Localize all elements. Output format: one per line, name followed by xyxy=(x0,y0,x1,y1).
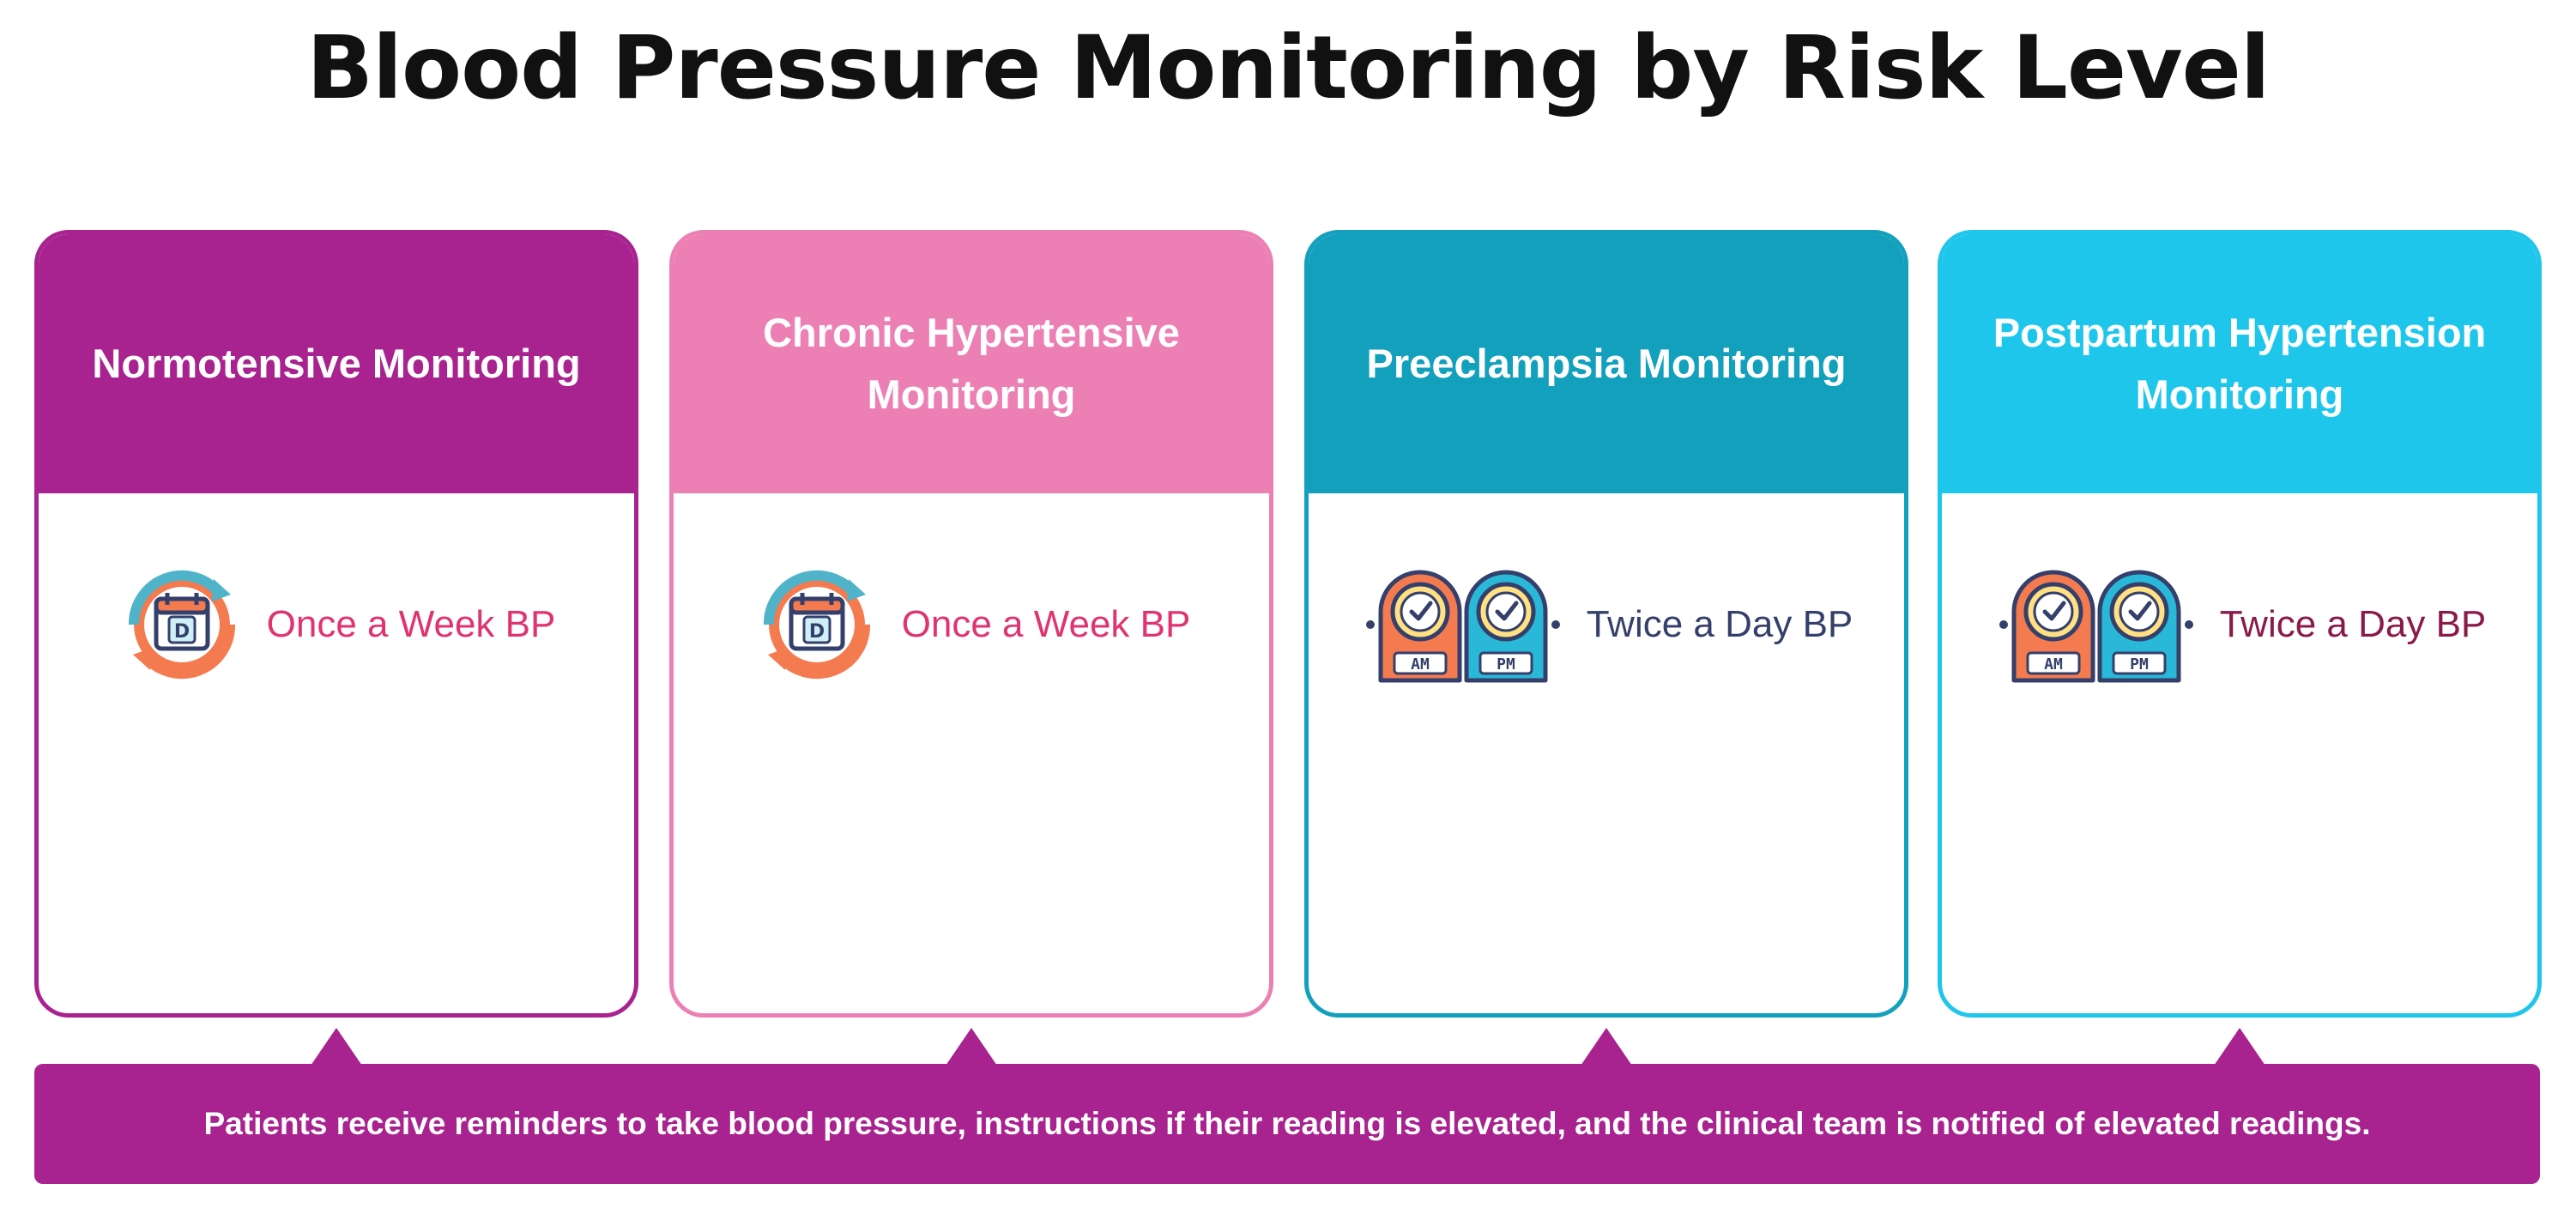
card-header: Postpartum Hypertension Monitoring xyxy=(1942,234,2537,493)
frequency-label: Twice a Day BP xyxy=(2219,603,2487,645)
frequency-row: AM PM Twice a Day BP xyxy=(1942,560,2537,689)
card-header: Preeclampsia Monitoring xyxy=(1309,234,1904,493)
frequency-label: Once a Week BP xyxy=(901,603,1191,645)
page-title: Blood Pressure Monitoring by Risk Level xyxy=(306,17,2270,119)
banner-text: Patients receive reminders to take blood… xyxy=(203,1106,2371,1141)
svg-text:D: D xyxy=(809,621,825,643)
frequency-row: D Once a Week BP xyxy=(39,560,634,689)
card-postpartum-hypertension: Postpartum Hypertension Monitoring AM PM… xyxy=(1938,230,2542,1018)
am-pm-clocks-icon: AM PM xyxy=(1999,570,2193,683)
card-chronic-hypertensive: Chronic Hypertensive Monitoring D Once a… xyxy=(669,230,1273,1018)
card-header: Normotensive Monitoring xyxy=(39,234,634,493)
frequency-label: Once a Week BP xyxy=(266,603,556,645)
svg-text:PM: PM xyxy=(1497,655,1515,673)
svg-text:PM: PM xyxy=(2130,655,2149,673)
svg-text:D: D xyxy=(174,621,190,643)
reminder-banner: Patients receive reminders to take blood… xyxy=(34,1064,2540,1184)
card-title: Normotensive Monitoring xyxy=(92,341,581,386)
frequency-label: Twice a Day BP xyxy=(1586,603,1853,645)
banner-pointer xyxy=(2214,1028,2265,1066)
banner-pointer xyxy=(946,1028,997,1066)
frequency-row: D Once a Week BP xyxy=(674,560,1269,689)
calendar-weekly-icon: D xyxy=(128,570,235,680)
card-header: Chronic Hypertensive Monitoring xyxy=(674,234,1269,493)
card-title: Postpartum Hypertension Monitoring xyxy=(1992,310,2487,417)
svg-text:AM: AM xyxy=(2044,655,2063,673)
banner-pointer xyxy=(311,1028,362,1066)
card-normotensive: Normotensive Monitoring D Once a Week BP xyxy=(34,230,638,1018)
card-title: Chronic Hypertensive Monitoring xyxy=(763,310,1180,417)
card-title: Preeclampsia Monitoring xyxy=(1366,341,1847,386)
frequency-row: AM PM Twice a Day BP xyxy=(1309,560,1904,689)
am-pm-clocks-icon: AM PM xyxy=(1365,570,1560,683)
banner-pointer xyxy=(1581,1028,1632,1066)
card-preeclampsia: Preeclampsia Monitoring AM PM Twice a Da… xyxy=(1304,230,1908,1018)
svg-text:AM: AM xyxy=(1411,655,1430,673)
calendar-weekly-icon: D xyxy=(763,570,870,680)
